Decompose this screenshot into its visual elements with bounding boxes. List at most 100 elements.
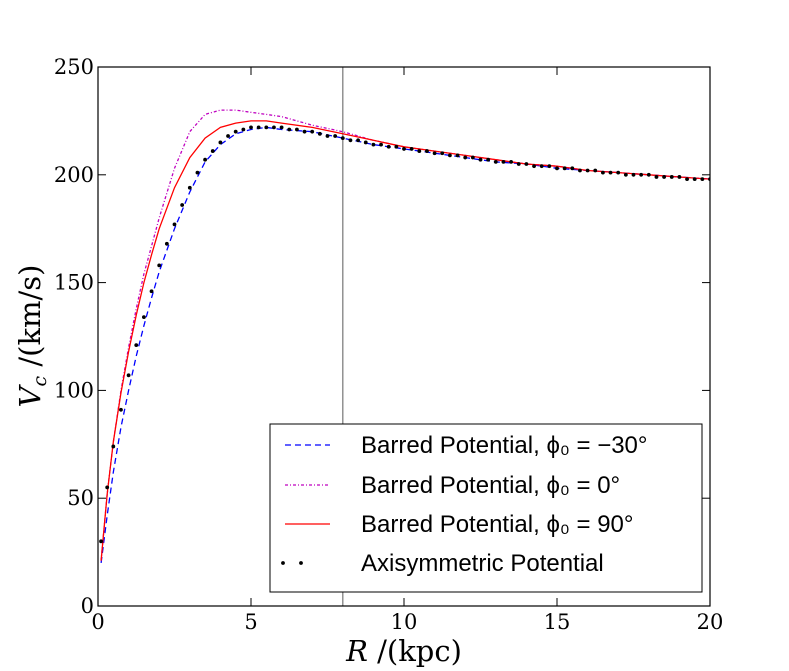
axisymmetric-point bbox=[249, 125, 253, 129]
axisymmetric-point bbox=[425, 149, 429, 153]
y-tick-label: 200 bbox=[54, 163, 94, 187]
axisymmetric-point bbox=[494, 160, 498, 164]
axisymmetric-point bbox=[624, 173, 628, 177]
axisymmetric-point bbox=[448, 153, 452, 157]
x-tick-label: 15 bbox=[544, 610, 571, 634]
axisymmetric-point bbox=[105, 486, 109, 490]
axisymmetric-point bbox=[563, 166, 567, 170]
axisymmetric-point bbox=[111, 445, 115, 449]
axisymmetric-point bbox=[356, 138, 360, 142]
legend-label: Barred Potential, ϕ₀ = 90° bbox=[361, 511, 633, 538]
axisymmetric-point bbox=[540, 164, 544, 168]
axisymmetric-point bbox=[180, 203, 184, 207]
axisymmetric-point bbox=[555, 166, 559, 170]
axisymmetric-point bbox=[287, 128, 291, 132]
axisymmetric-point bbox=[99, 539, 103, 543]
axisymmetric-point bbox=[264, 125, 268, 129]
axisymmetric-point bbox=[387, 145, 391, 149]
axisymmetric-point bbox=[609, 171, 613, 175]
axisymmetric-point bbox=[616, 171, 620, 175]
axisymmetric-point bbox=[226, 134, 230, 138]
axisymmetric-point bbox=[525, 162, 529, 166]
axisymmetric-point bbox=[456, 153, 460, 157]
axisymmetric-point bbox=[303, 130, 307, 134]
axisymmetric-point bbox=[678, 175, 682, 179]
axisymmetric-point bbox=[632, 173, 636, 177]
axisymmetric-point bbox=[410, 147, 414, 151]
axisymmetric-point bbox=[601, 171, 605, 175]
axisymmetric-point bbox=[150, 289, 154, 293]
axisymmetric-point bbox=[440, 151, 444, 155]
y-axis-label: Vc /(km/s) bbox=[13, 265, 51, 408]
axisymmetric-point bbox=[326, 134, 330, 138]
axisymmetric-point bbox=[280, 125, 284, 129]
axisymmetric-point bbox=[379, 143, 383, 147]
axisymmetric-point bbox=[142, 315, 146, 319]
legend-label: Barred Potential, ϕ₀ = 0° bbox=[361, 472, 620, 499]
axisymmetric-point bbox=[394, 145, 398, 149]
axisymmetric-point bbox=[349, 138, 353, 142]
axisymmetric-point bbox=[295, 128, 299, 132]
axisymmetric-point bbox=[547, 164, 551, 168]
x-tick-label: 10 bbox=[391, 610, 418, 634]
rotation-curve-chart: 0 5 10 15 20050100150200250 R /(kpc) Vc /(km… bbox=[0, 0, 789, 671]
axisymmetric-point bbox=[203, 158, 207, 162]
y-tick-label: 250 bbox=[54, 55, 94, 79]
y-tick-label: 100 bbox=[54, 378, 94, 402]
axisymmetric-point bbox=[333, 134, 337, 138]
axisymmetric-point bbox=[570, 166, 574, 170]
axisymmetric-point bbox=[234, 130, 238, 134]
axisymmetric-point bbox=[486, 158, 490, 162]
axisymmetric-point bbox=[310, 130, 314, 134]
axisymmetric-point bbox=[127, 373, 131, 377]
axisymmetric-point bbox=[188, 186, 192, 190]
axisymmetric-point bbox=[693, 177, 697, 181]
axisymmetric-point bbox=[165, 242, 169, 246]
axisymmetric-point bbox=[647, 173, 651, 177]
axisymmetric-point bbox=[318, 132, 322, 136]
axisymmetric-point bbox=[134, 343, 138, 347]
axisymmetric-point bbox=[241, 128, 245, 132]
axisymmetric-point bbox=[119, 408, 123, 412]
x-axis-label: R /(kpc) bbox=[345, 634, 462, 668]
x-tick-label: 20 bbox=[697, 610, 724, 634]
y-tick-label: 50 bbox=[67, 486, 94, 510]
legend-marker-axisymmetric bbox=[281, 561, 285, 565]
axisymmetric-point bbox=[502, 160, 506, 164]
axisymmetric-point bbox=[685, 177, 689, 181]
axisymmetric-point bbox=[578, 169, 582, 173]
axisymmetric-point bbox=[157, 263, 161, 267]
axisymmetric-point bbox=[670, 175, 674, 179]
axisymmetric-point bbox=[196, 171, 200, 175]
axisymmetric-point bbox=[655, 175, 659, 179]
axisymmetric-point bbox=[662, 175, 666, 179]
axisymmetric-point bbox=[471, 156, 475, 160]
x-tick-label: 5 bbox=[244, 610, 257, 634]
axisymmetric-point bbox=[433, 151, 437, 155]
y-tick-label: 0 bbox=[81, 594, 94, 618]
axisymmetric-point bbox=[219, 141, 223, 145]
axisymmetric-point bbox=[364, 141, 368, 145]
axisymmetric-point bbox=[463, 156, 467, 160]
legend-label: Axisymmetric Potential bbox=[361, 550, 604, 577]
axisymmetric-point bbox=[372, 143, 376, 147]
axisymmetric-point bbox=[417, 149, 421, 153]
y-tick-label: 150 bbox=[54, 271, 94, 295]
legend-marker-axisymmetric bbox=[299, 561, 303, 565]
axisymmetric-point bbox=[341, 136, 345, 140]
legend: Barred Potential, ϕ₀ = −30° Barred Potent… bbox=[270, 424, 702, 592]
axisymmetric-point bbox=[479, 158, 483, 162]
axisymmetric-point bbox=[509, 160, 513, 164]
axisymmetric-point bbox=[700, 177, 704, 181]
axisymmetric-point bbox=[586, 169, 590, 173]
axisymmetric-point bbox=[532, 164, 536, 168]
axisymmetric-point bbox=[257, 125, 261, 129]
axisymmetric-point bbox=[639, 173, 643, 177]
axisymmetric-point bbox=[402, 147, 406, 151]
axisymmetric-point bbox=[272, 125, 276, 129]
axisymmetric-point bbox=[211, 149, 215, 153]
legend-label: Barred Potential, ϕ₀ = −30° bbox=[361, 432, 648, 459]
axisymmetric-point bbox=[593, 169, 597, 173]
axisymmetric-point bbox=[173, 222, 177, 226]
axisymmetric-point bbox=[517, 162, 521, 166]
